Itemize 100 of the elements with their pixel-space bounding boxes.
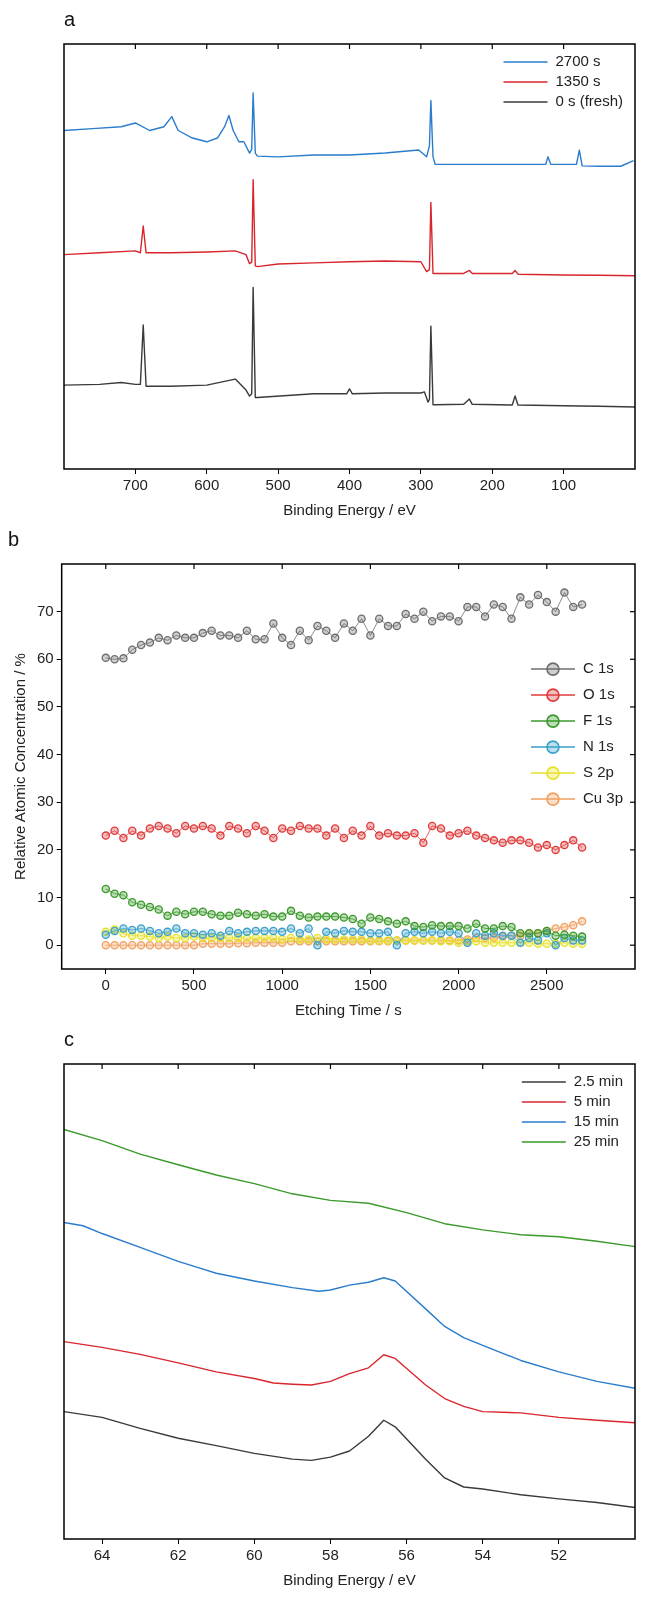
point [295,929,305,938]
point [348,826,357,836]
point [339,833,349,843]
point [313,912,322,921]
point [507,836,516,845]
x-tick-label: 700 [122,476,148,494]
point [154,905,163,914]
point [419,607,428,616]
x-tick-label: 300 [408,476,434,494]
point [286,826,296,836]
point [401,609,410,619]
point [163,927,172,937]
point [551,607,560,616]
y-tick-label: 30 [37,792,54,810]
x-tick-label: 56 [398,1546,415,1564]
point [524,838,534,847]
point [366,913,375,922]
point [251,911,260,920]
point [260,926,269,936]
legend-label: 25 min [573,1132,619,1150]
point [560,922,569,932]
point [489,938,499,948]
point [225,933,234,943]
point [225,631,234,640]
point [128,940,137,950]
point [410,828,419,838]
point [277,927,287,937]
point [313,621,322,631]
point [489,600,499,609]
point [445,612,455,621]
x-tick-label: 600 [194,476,220,494]
point [392,940,402,950]
point [145,902,155,912]
point [242,626,252,635]
point [507,922,516,932]
point [180,821,190,831]
point [198,628,208,638]
point [392,621,402,631]
legend-label: 0 s (fresh) [555,92,623,110]
point [322,831,331,840]
point [313,824,322,833]
point [233,929,243,938]
point [242,909,252,919]
legend-label: F 1s [582,711,613,729]
point [154,821,163,831]
point [269,619,278,628]
y-tick-label: 10 [37,887,54,905]
x-tick-label: 62 [169,1546,187,1564]
legend-label: Cu 3p [582,789,623,807]
point [277,633,287,643]
point [454,929,463,938]
point [313,940,322,950]
point [225,926,234,936]
point [180,909,190,919]
point [269,926,278,936]
point [560,930,569,939]
x-tick-label: 200 [479,476,505,494]
point [269,933,278,943]
point [198,907,208,917]
point [119,654,128,663]
legend-label: N 1s [582,737,614,755]
point [136,931,146,940]
point [286,924,296,933]
point [304,924,313,933]
point [480,833,490,843]
point [577,843,587,852]
point [498,938,507,948]
point [128,898,137,907]
x-tick-label: 100 [551,476,577,494]
chart-title: a [64,7,76,30]
point [339,619,349,628]
point [383,917,393,926]
point [260,826,269,836]
point [524,600,534,609]
point [577,600,587,609]
point [454,921,463,931]
point [480,938,490,948]
x-tick-label: 52 [550,1546,568,1564]
point [419,838,428,847]
x-tick-label: 2000 [441,976,476,994]
point [216,631,225,640]
y-tick-label: 60 [37,649,54,667]
point [445,921,455,931]
x-tick-label: 500 [181,976,207,994]
point [128,925,137,935]
point [436,612,446,621]
point [436,929,446,938]
point [233,824,243,833]
point [436,921,446,931]
point [233,908,243,918]
point [251,821,260,831]
point [136,940,146,950]
point [136,640,146,650]
point [471,602,481,612]
y-tick-label: 70 [37,601,54,619]
point [251,926,260,936]
point [216,911,225,920]
point [533,590,543,600]
point [348,626,357,635]
point [180,633,190,643]
